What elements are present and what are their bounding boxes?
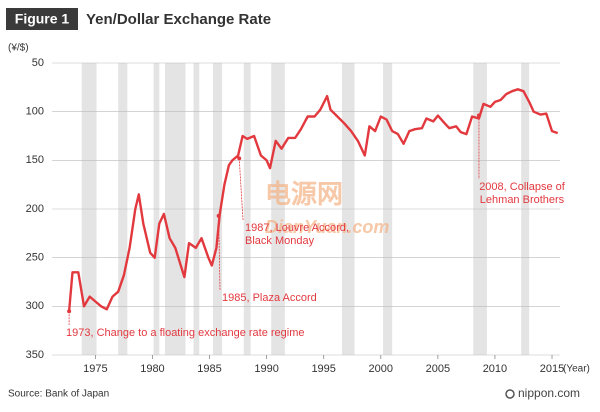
x-tick-label: 2000 xyxy=(369,363,393,375)
x-tick-label: 1995 xyxy=(311,363,335,375)
y-tick-label: 300 xyxy=(26,300,44,312)
y-tick-label: 150 xyxy=(26,154,44,166)
y-tick-label: 100 xyxy=(26,106,44,118)
x-tick-label: 2010 xyxy=(483,363,507,375)
watermark: 电源网 xyxy=(265,179,343,209)
annotation: 2008, Collapse of xyxy=(479,181,566,193)
annotation-leader xyxy=(238,158,244,221)
annotation-point xyxy=(216,213,221,218)
annotation-leader xyxy=(218,215,221,291)
x-tick-label: 1990 xyxy=(254,363,278,375)
y-tick-label: 50 xyxy=(32,57,44,69)
data-line xyxy=(67,88,559,312)
logo: nippon.com xyxy=(518,386,580,400)
x-tick-label: 1985 xyxy=(197,363,221,375)
y-tick-label: 200 xyxy=(26,203,44,215)
y-tick-label: 250 xyxy=(26,252,44,264)
figure-label: Figure 1 xyxy=(15,11,70,27)
x-tick-label: 2015 xyxy=(540,363,564,375)
y-axis-label: (¥/$) xyxy=(8,43,29,54)
x-tick-label: 1980 xyxy=(140,363,164,375)
figure-label-box xyxy=(6,8,78,30)
annotation-point xyxy=(237,156,242,161)
watermark: DianYuan.com xyxy=(265,217,389,237)
y-tick-label: 350 xyxy=(26,349,44,361)
x-axis-label: (Year) xyxy=(563,364,590,375)
chart-title: Yen/Dollar Exchange Rate xyxy=(86,11,271,28)
logo-icon xyxy=(505,389,515,399)
annotation: Black Monday xyxy=(245,235,315,247)
annotation-point xyxy=(67,309,72,314)
annotation: 1987, Louvre Accord, xyxy=(245,222,349,234)
x-tick-label: 2005 xyxy=(426,363,450,375)
annotation: 1973, Change to a floating exchange rate… xyxy=(66,327,305,339)
annotation-point xyxy=(476,113,481,118)
annotation: 1985, Plaza Accord xyxy=(222,292,317,304)
x-tick-label: 1975 xyxy=(83,363,107,375)
source: Source: Bank of Japan xyxy=(8,389,109,400)
annotation: Lehman Brothers xyxy=(480,194,565,206)
